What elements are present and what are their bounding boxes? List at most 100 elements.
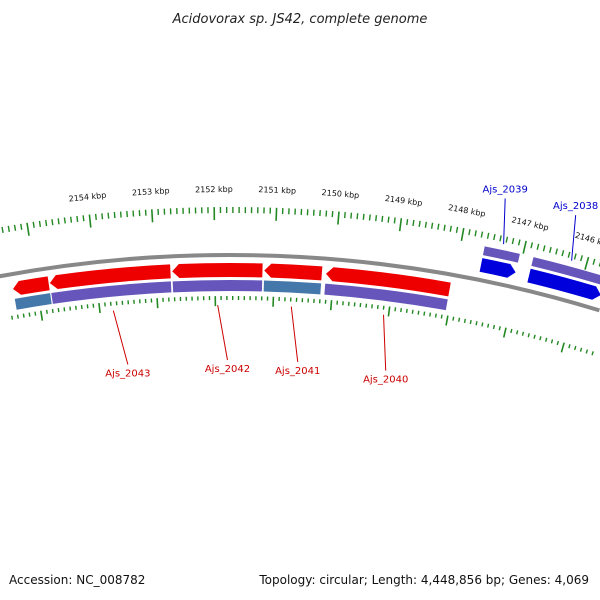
scale-tick-minor bbox=[119, 211, 122, 218]
inner-scale-tick-major bbox=[98, 302, 101, 314]
inner-scale-tick-minor bbox=[591, 351, 594, 356]
scale-tick-minor bbox=[486, 232, 490, 239]
inner-scale-tick-minor bbox=[527, 333, 530, 338]
scale-tick-minor bbox=[406, 219, 409, 226]
scale-tick-minor bbox=[449, 225, 452, 232]
scale-tick-label: 2150 kbp bbox=[321, 188, 359, 200]
scale-tick-label: 2152 kbp bbox=[195, 185, 233, 194]
gene-ajs_2039-label: Ajs_2039 bbox=[483, 184, 528, 195]
gene-ajs_2040-arrow[interactable] bbox=[326, 267, 451, 297]
scale-tick-minor bbox=[517, 239, 521, 246]
inner-scale-tick-minor bbox=[463, 318, 466, 323]
scale-tick-label: 2151 kbp bbox=[258, 185, 296, 195]
gene-features[interactable] bbox=[13, 246, 600, 311]
inner-scale-tick-major bbox=[560, 342, 565, 353]
scale-tick-minor bbox=[455, 226, 459, 233]
scale-tick-minor bbox=[561, 250, 565, 257]
inner-scale-tick-major bbox=[156, 298, 159, 309]
scale-tick-minor bbox=[418, 220, 421, 227]
inner-scale-tick-minor bbox=[400, 308, 403, 313]
scale-tick-minor bbox=[536, 243, 540, 250]
inner-scale-tick-minor bbox=[57, 308, 60, 313]
scale-tick-minor bbox=[101, 213, 104, 220]
inner-scale-tick-major bbox=[387, 306, 391, 317]
gene-ajs_2042-arrow[interactable] bbox=[172, 263, 263, 279]
gene-ajs_2043-cds[interactable] bbox=[51, 281, 172, 304]
scale-tick-minor bbox=[387, 216, 390, 223]
gene-ajs_2043-leader bbox=[112, 310, 129, 365]
gene-ajs_2038-cds[interactable] bbox=[531, 257, 600, 285]
inner-scale-tick-minor bbox=[568, 344, 571, 349]
gene-ajs_2039-cds[interactable] bbox=[482, 246, 520, 263]
inner-scale-tick-minor bbox=[452, 316, 455, 321]
scale-tick-minor bbox=[474, 230, 477, 237]
gene-ajs_2039-arrow[interactable] bbox=[479, 258, 516, 278]
inner-scale-tick-minor bbox=[533, 334, 536, 339]
scale-tick-minor bbox=[443, 224, 446, 231]
gene-ajs_2040-leader bbox=[383, 314, 387, 371]
scale-tick-label: 2154 kbp bbox=[68, 191, 106, 204]
scale-tick-label: 2148 kbp bbox=[448, 203, 487, 219]
scale-tick-minor bbox=[555, 248, 559, 255]
scale-tick-minor bbox=[430, 222, 434, 229]
inner-scale-tick-minor bbox=[28, 312, 31, 317]
inner-scale-tick-minor bbox=[11, 315, 14, 320]
scale-tick-major bbox=[398, 218, 403, 232]
inner-scale-tick-minor bbox=[417, 310, 420, 315]
scale-tick-minor bbox=[38, 220, 42, 227]
scale-tick-minor bbox=[368, 214, 371, 221]
inner-scale-tick-minor bbox=[22, 313, 25, 318]
scale-tick-minor bbox=[45, 219, 48, 227]
inner-scale-tick-minor bbox=[516, 330, 519, 335]
inner-scale-tick-major bbox=[329, 300, 333, 311]
scale-tick-minor bbox=[362, 213, 365, 220]
gene-ajs_2041-cds[interactable] bbox=[263, 280, 322, 295]
inner-scale-tick-minor bbox=[475, 321, 478, 326]
inner-scale-tick-major bbox=[445, 315, 449, 326]
scale-tick-minor bbox=[13, 224, 17, 231]
scale-tick-minor bbox=[107, 212, 110, 219]
inner-scale-tick-minor bbox=[16, 314, 19, 319]
gene-ajs_2042-leader bbox=[217, 304, 228, 361]
inner-scale-tick-minor bbox=[498, 326, 501, 331]
inner-scale-tick-minor bbox=[481, 322, 484, 327]
inner-scale-tick-minor bbox=[405, 308, 408, 314]
scale-tick-minor bbox=[567, 251, 571, 258]
inner-scale-tick-minor bbox=[556, 340, 560, 346]
scale-tick-major bbox=[26, 222, 30, 236]
gene-ajs_2040-cds[interactable] bbox=[324, 283, 448, 311]
scale-tick-minor bbox=[1, 226, 4, 234]
scale-tick-major bbox=[88, 214, 92, 228]
gene-ajs_2043-arrow[interactable] bbox=[49, 264, 171, 290]
scale-tick-major bbox=[337, 211, 340, 225]
scale-tick-minor bbox=[480, 231, 484, 238]
inner-scale-tick-minor bbox=[458, 317, 461, 322]
scale-tick-minor bbox=[82, 215, 85, 222]
scale-tick-minor bbox=[412, 219, 415, 227]
inner-scale-tick-minor bbox=[69, 306, 72, 311]
gene-ajs_2039-leader bbox=[503, 198, 506, 245]
inner-scale-tick-minor bbox=[429, 312, 432, 317]
gene-ajs_2038-arrow[interactable] bbox=[527, 268, 600, 300]
inner-scale-tick-minor bbox=[434, 313, 437, 318]
scale-tick-minor bbox=[393, 217, 396, 224]
gene-ajs_2043-label: Ajs_2043 bbox=[105, 369, 150, 380]
inner-scale-tick-minor bbox=[34, 311, 37, 316]
inner-scale-tick-minor bbox=[394, 307, 397, 312]
gene-gene-edge-left-arrow[interactable] bbox=[13, 276, 50, 295]
scale-tick-minor bbox=[350, 212, 353, 219]
inner-scale-tick-minor bbox=[510, 328, 513, 334]
genome-summary-text: Topology: circular; Length: 4,448,856 bp… bbox=[259, 573, 589, 587]
inner-scale-tick-minor bbox=[411, 309, 414, 314]
gene-gene-edge-left-cds[interactable] bbox=[14, 293, 52, 310]
gene-ajs_2041-arrow[interactable] bbox=[264, 263, 323, 281]
inner-scale-tick-minor bbox=[579, 347, 583, 352]
inner-scale-tick-minor bbox=[63, 307, 66, 312]
gene-ajs_2042-cds[interactable] bbox=[172, 279, 263, 293]
inner-scale-tick-minor bbox=[492, 324, 496, 330]
scale-tick-minor bbox=[57, 218, 60, 225]
scale-tick-label: 2149 kbp bbox=[384, 194, 423, 208]
gene-ajs_2041-label: Ajs_2041 bbox=[275, 366, 320, 377]
backbone-line bbox=[0, 253, 600, 313]
